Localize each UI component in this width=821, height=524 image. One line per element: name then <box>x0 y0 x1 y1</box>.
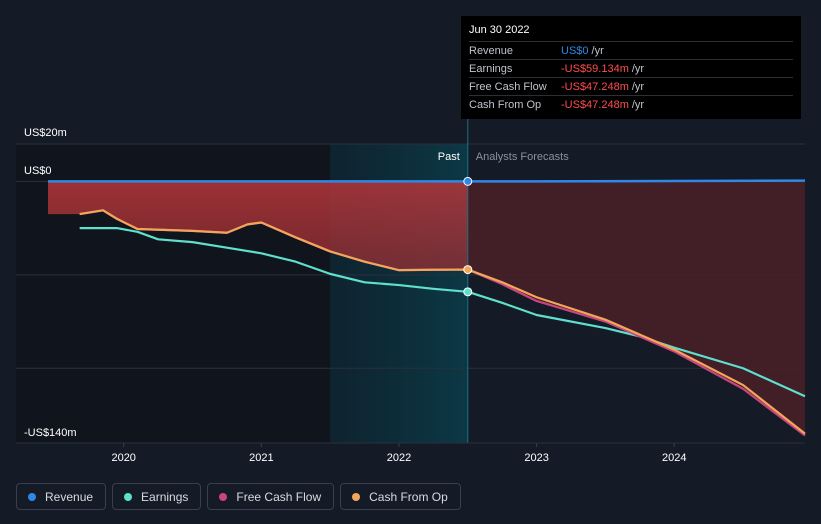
past-label: Past <box>438 151 460 163</box>
x-tick-label: 2022 <box>387 452 411 464</box>
tooltip-unit: /yr <box>631 80 645 93</box>
tooltip-label: Free Cash Flow <box>469 80 547 93</box>
x-tick-label: 2020 <box>111 452 135 464</box>
legend-item-earnings[interactable]: Earnings <box>112 483 202 510</box>
marker-revenue <box>463 176 473 186</box>
tooltip-date: Jun 30 2022 <box>469 24 530 36</box>
legend-item-free-cash-flow[interactable]: Free Cash Flow <box>207 483 335 510</box>
earnings-dot-icon <box>124 492 133 501</box>
x-axis-ticks: 2020 2021 2022 2023 2024 <box>16 442 805 464</box>
tooltip-label: Earnings <box>469 62 513 75</box>
tooltip-unit: /yr <box>591 44 604 57</box>
tooltip-row-free-cash-flow: Free Cash Flow -US$47.248m /yr <box>469 77 793 95</box>
legend-item-revenue[interactable]: Revenue <box>16 483 107 510</box>
y-label-top: US$20m <box>24 127 67 139</box>
tooltip-label: Cash From Op <box>469 98 542 111</box>
tooltip-value: -US$47.248m <box>561 98 629 111</box>
y-label-zero: US$0 <box>24 165 52 177</box>
series-lines <box>48 179 806 437</box>
series-line-cash-from-op <box>79 209 806 435</box>
marker-earnings <box>463 287 473 297</box>
forecast-label: Analysts Forecasts <box>476 151 569 163</box>
tooltip-value: US$0 <box>561 44 589 57</box>
marker-cash-from-op <box>463 265 473 275</box>
loss-area-forecast <box>467 181 805 436</box>
series-line-revenue <box>48 179 806 183</box>
legend-item-cash-from-op[interactable]: Cash From Op <box>340 483 461 510</box>
legend-label: Earnings <box>141 489 189 504</box>
loss-area-past <box>48 181 468 271</box>
tooltip-value: -US$47.248m <box>561 80 629 93</box>
tooltip-label: Revenue <box>469 44 514 57</box>
free-cash-flow-dot-icon <box>219 492 228 501</box>
tooltip-value: -US$59.134m <box>561 62 629 75</box>
tooltip-row-revenue: Revenue US$0 /yr <box>469 41 793 59</box>
tooltip-unit: /yr <box>631 98 645 111</box>
y-label-bottom: -US$140m <box>24 427 77 439</box>
hover-markers <box>463 176 473 297</box>
legend-label: Revenue <box>45 489 94 504</box>
x-tick-label: 2021 <box>249 452 273 464</box>
cash-from-op-dot-icon <box>352 492 361 501</box>
x-tick-label: 2023 <box>524 452 548 464</box>
revenue-dot-icon <box>28 492 36 501</box>
x-tick-label: 2024 <box>662 452 686 464</box>
legend-label: Free Cash Flow <box>236 489 322 504</box>
legend-label: Cash From Op <box>369 489 448 504</box>
tooltip-row-cash-from-op: Cash From Op -US$47.248m /yr <box>469 95 793 113</box>
hover-tooltip: Jun 30 2022 Revenue US$0 /yr Earnings -U… <box>461 16 801 119</box>
tooltip-unit: /yr <box>631 62 645 75</box>
tooltip-row-earnings: Earnings -US$59.134m /yr <box>469 59 793 77</box>
legend: Revenue Earnings Free Cash Flow Cash Fro… <box>16 483 461 510</box>
